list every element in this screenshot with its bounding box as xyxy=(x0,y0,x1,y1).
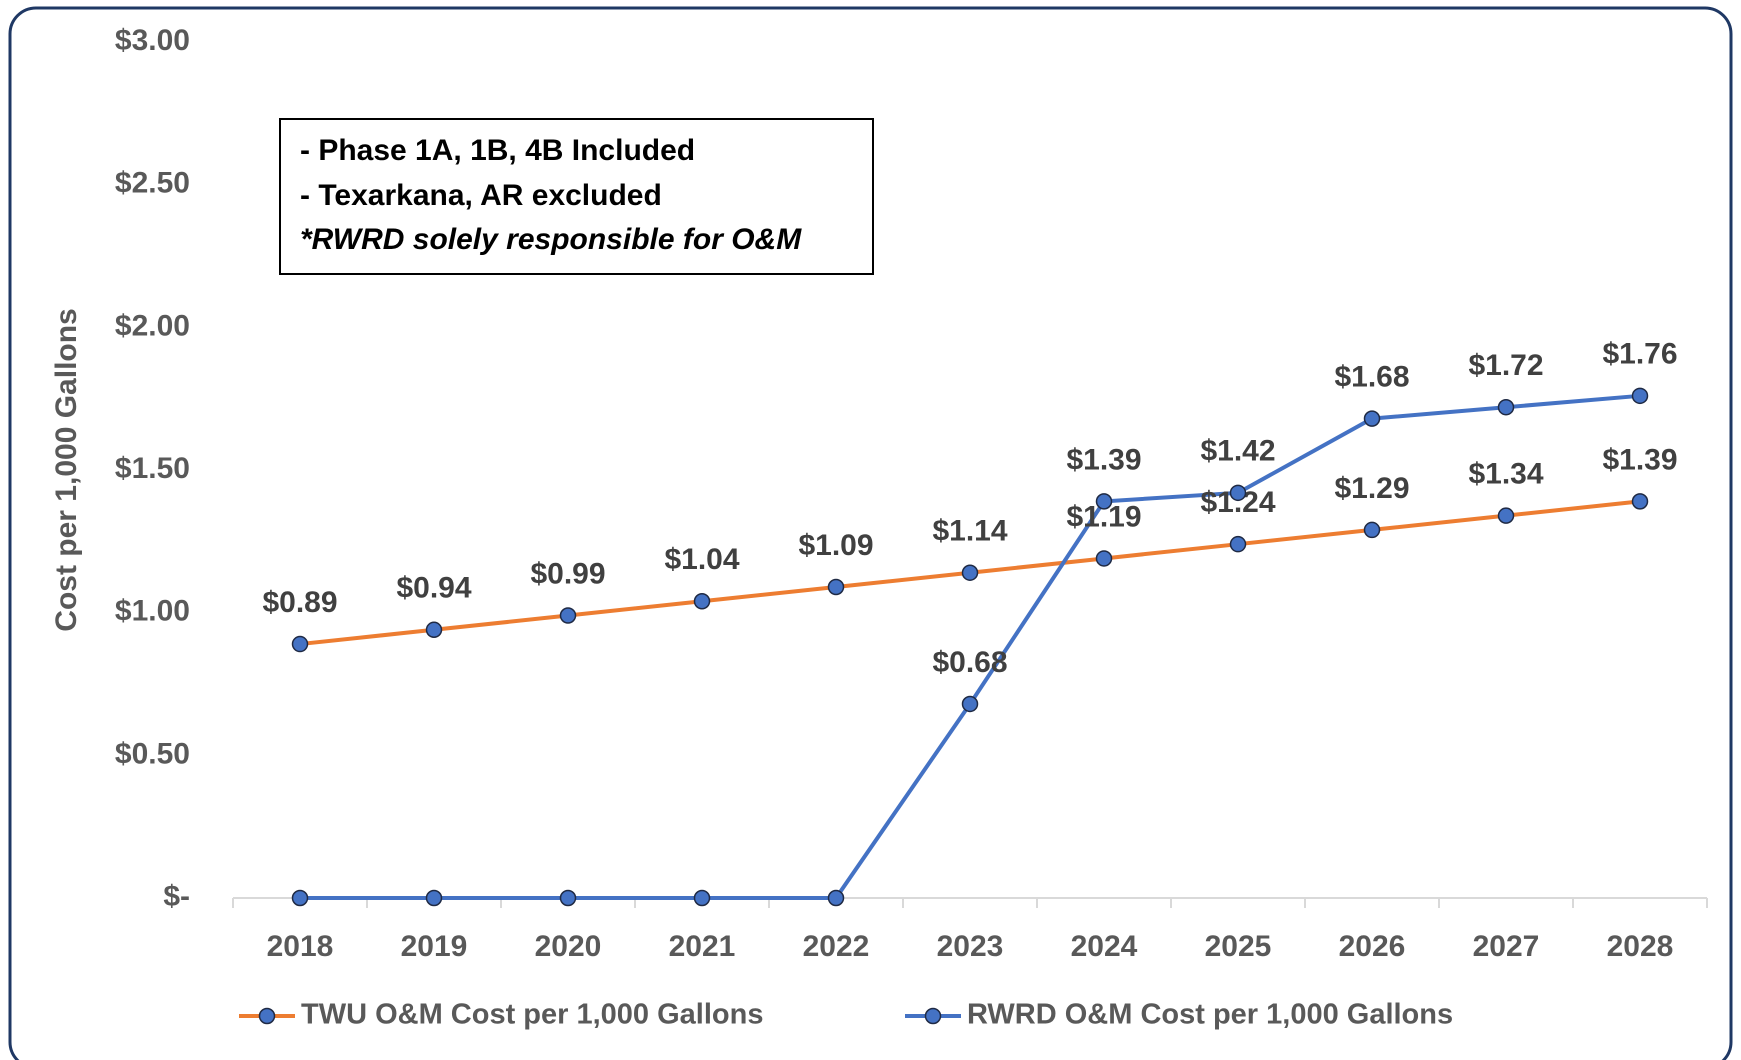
x-tick-label: 2018 xyxy=(267,930,334,963)
marker xyxy=(827,889,845,907)
marker xyxy=(1229,535,1247,553)
x-tick-label: 2026 xyxy=(1339,930,1406,963)
x-tick-label: 2023 xyxy=(937,930,1004,963)
data-label: $1.42 xyxy=(1200,435,1275,468)
marker xyxy=(291,889,309,907)
marker xyxy=(1363,410,1381,427)
y-tick-label: $3.00 xyxy=(115,24,190,57)
x-tick-label: 2020 xyxy=(535,930,602,963)
data-label: $1.68 xyxy=(1334,361,1409,394)
x-tick-label: 2022 xyxy=(803,930,870,963)
marker xyxy=(827,578,845,596)
marker xyxy=(291,635,309,653)
data-label: $0.68 xyxy=(932,646,1007,679)
marker xyxy=(961,695,979,713)
x-tick-label: 2025 xyxy=(1205,930,1272,963)
annotation: - Phase 1A, 1B, 4B Included xyxy=(300,134,695,167)
x-tick-label: 2019 xyxy=(401,930,468,963)
marker xyxy=(559,607,577,624)
marker xyxy=(425,889,443,907)
marker xyxy=(1095,493,1113,510)
legend-marker xyxy=(258,1007,276,1025)
y-tick-label: $2.00 xyxy=(115,309,190,342)
data-label: $1.14 xyxy=(932,515,1007,548)
y-tick-label: $2.50 xyxy=(115,167,190,200)
data-label: $1.39 xyxy=(1602,443,1677,476)
marker xyxy=(693,889,711,907)
x-tick-label: 2024 xyxy=(1071,930,1138,963)
data-label: $0.89 xyxy=(262,586,337,619)
x-tick-label: 2028 xyxy=(1607,930,1674,963)
data-label: $0.94 xyxy=(396,572,471,605)
marker xyxy=(1497,507,1515,524)
marker xyxy=(1095,550,1113,567)
annotation: - Texarkana, AR excluded xyxy=(300,179,662,212)
marker xyxy=(1497,398,1515,416)
x-tick-label: 2027 xyxy=(1473,930,1540,963)
legend-label: RWRD O&M Cost per 1,000 Gallons xyxy=(967,999,1453,1031)
y-tick-label: $1.00 xyxy=(115,595,190,628)
y-tick-label: $1.50 xyxy=(115,452,190,485)
legend-marker xyxy=(924,1007,942,1025)
y-tick-label: $0.50 xyxy=(115,737,190,770)
data-label: $1.34 xyxy=(1468,458,1543,491)
data-label: $1.39 xyxy=(1066,443,1141,476)
data-label: $1.72 xyxy=(1468,349,1543,382)
annotation: *RWRD solely responsible for O&M xyxy=(300,223,802,256)
marker xyxy=(1631,387,1649,405)
data-label: $1.76 xyxy=(1602,338,1677,371)
annotation-box xyxy=(279,118,874,275)
data-label: $0.99 xyxy=(530,557,605,590)
marker xyxy=(1631,493,1649,510)
marker xyxy=(961,564,979,581)
x-tick-label: 2021 xyxy=(669,930,736,963)
y-axis-label: Cost per 1,000 Gallons xyxy=(50,308,83,631)
frame xyxy=(8,6,1733,1060)
legend-label: TWU O&M Cost per 1,000 Gallons xyxy=(301,999,763,1031)
marker xyxy=(425,621,443,639)
y-tick-label: $- xyxy=(163,880,190,913)
data-label: $1.09 xyxy=(798,529,873,562)
marker xyxy=(1363,521,1381,539)
marker xyxy=(559,889,577,907)
data-label: $1.04 xyxy=(664,543,739,576)
marker xyxy=(1229,484,1247,502)
data-label: $1.29 xyxy=(1334,472,1409,505)
marker xyxy=(693,593,711,610)
